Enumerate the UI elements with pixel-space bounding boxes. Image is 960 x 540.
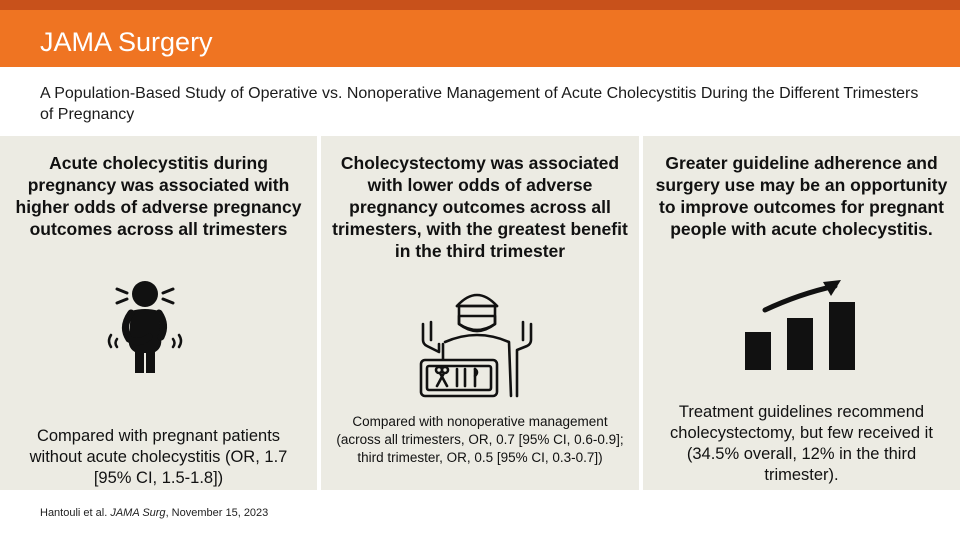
panel-1-heading: Acute cholecystitis during pregnancy was… [15,153,302,239]
pregnant-abdominal-pain-icon [107,281,183,373]
citation-date: , November 15, 2023 [165,507,269,519]
journal-name: JAMA Surgery [40,27,213,57]
citation: Hantouli et al. JAMA Surg, November 15, … [40,507,268,519]
panel-2-note: Compared with nonoperative management (a… [336,414,624,465]
page-title: A Population-Based Study of Operative vs… [40,85,919,123]
header-bar: JAMA Surgery [0,10,960,67]
finding-panel-3: Greater guideline adherence and surgery … [643,136,960,490]
citation-journal: JAMA Surg [110,507,166,519]
surgeon-icon [419,293,533,398]
panel-1-note: Compared with pregnant patients without … [29,427,288,487]
header-top-strip [0,0,960,10]
growth-chart-icon [745,280,855,370]
panel-3-note: Treatment guidelines recommend cholecyst… [670,403,933,484]
citation-authors: Hantouli et al. [40,507,108,519]
panel-3-heading: Greater guideline adherence and surgery … [655,153,948,239]
panel-2-heading: Cholecystectomy was associated with lowe… [332,153,628,261]
finding-panel-1: Acute cholecystitis during pregnancy was… [0,136,317,490]
finding-panel-2: Cholecystectomy was associated with lowe… [321,136,639,490]
